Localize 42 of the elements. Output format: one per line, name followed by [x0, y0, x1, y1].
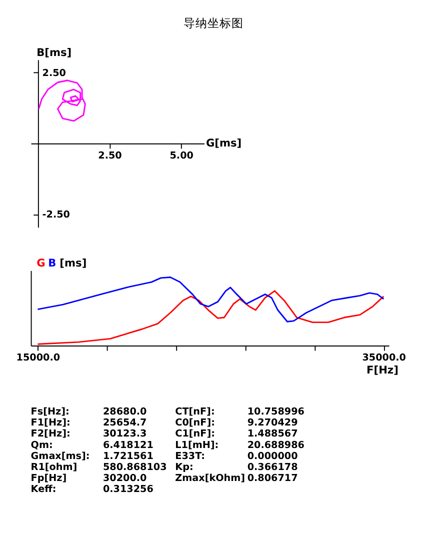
y-axis-title: B[ms]	[36, 46, 72, 59]
x-axis-title: F[Hz]	[366, 364, 398, 376]
x-tick-label: 35000.0	[362, 352, 406, 364]
text: Gmax[ms]:	[30, 450, 90, 462]
chart-title: 导纳坐标图	[184, 16, 244, 30]
text: 9.270429	[247, 418, 298, 429]
text: C0[nF]:	[175, 418, 215, 429]
text: E33T:	[175, 450, 205, 462]
text: Fs[Hz]:	[30, 406, 70, 418]
y-axis-title: [ms]	[60, 258, 87, 270]
text: 0.366178	[247, 462, 298, 473]
x-axis-title: G[ms]	[206, 137, 242, 150]
text: F2[Hz]:	[30, 428, 70, 440]
text: L1[mH]:	[175, 440, 219, 451]
text: G	[36, 258, 46, 270]
text: Zmax[kOhm]	[175, 472, 246, 484]
text: Keff:	[30, 484, 56, 496]
text: 25654.7	[102, 418, 147, 429]
text: 30123.3	[102, 428, 147, 440]
text: 1.488567	[247, 428, 298, 440]
x-tick-label: 5.00	[170, 150, 194, 162]
text: 6.418121	[102, 440, 154, 451]
text: 20.688986	[247, 440, 305, 451]
text: R1[ohm]	[30, 462, 78, 473]
line-series	[38, 80, 86, 122]
text: Fp[Hz]	[30, 472, 67, 484]
text: 30200.0	[102, 472, 148, 484]
text: Kp:	[175, 462, 194, 473]
text: 0.313256	[102, 484, 154, 496]
text: 0.806717	[247, 472, 298, 484]
text: C1[nF]:	[175, 428, 215, 440]
x-tick-label: 15000.0	[16, 352, 60, 364]
text: B	[48, 258, 56, 270]
text: CT[nF]:	[175, 406, 215, 418]
text: 10.758996	[247, 406, 305, 418]
text: F1[Hz]:	[30, 418, 70, 429]
text: 28680.0	[102, 406, 148, 418]
text: 580.868103	[102, 462, 167, 473]
y-tick-label: -2.50	[42, 210, 70, 221]
text: Qm:	[30, 440, 53, 451]
text: 1.721561	[102, 450, 154, 462]
text: 0.000000	[247, 450, 298, 462]
